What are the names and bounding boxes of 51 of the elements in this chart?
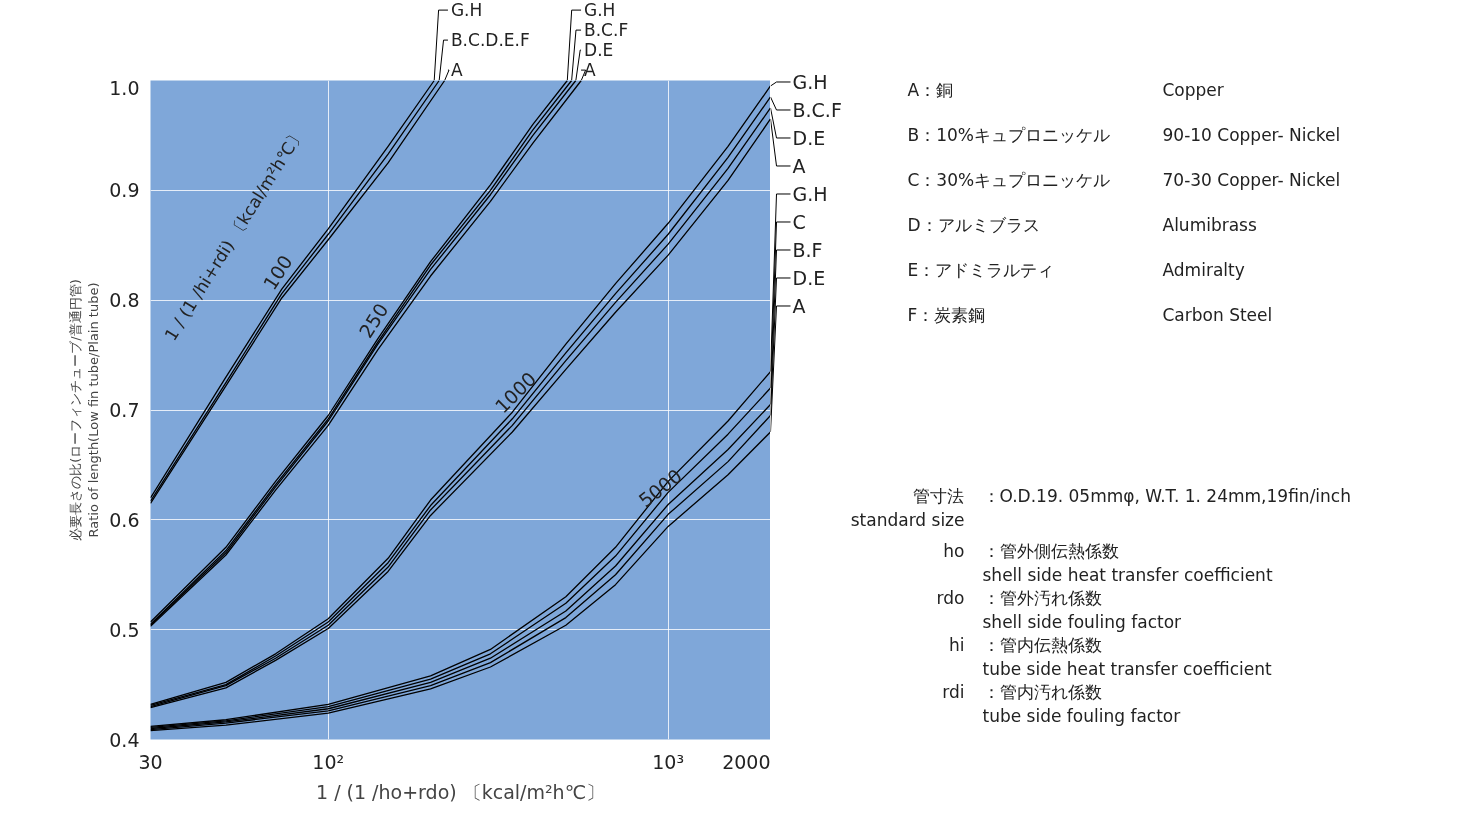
- text: rdo: [936, 587, 965, 608]
- text: E：アドミラルティ: [907, 259, 1055, 280]
- text: B.C.F: [584, 20, 629, 41]
- text: 管寸法 standard size: [850, 485, 965, 530]
- text: C：30%キュプロニッケル: [907, 169, 1111, 190]
- text: B：10%キュプロニッケル: [907, 124, 1110, 145]
- text: hi: [949, 634, 965, 655]
- y-tick-label: 0.9: [109, 179, 140, 202]
- text: ：管外側伝熱係数 shell side heat transfer coefficient: [982, 540, 1273, 585]
- text: ：管外汚れ係数 shell side fouling factor: [982, 587, 1182, 632]
- y-tick-label: 0.5: [109, 618, 140, 641]
- y-tick-label: 0.8: [109, 289, 140, 312]
- text: Copper: [1162, 79, 1224, 100]
- y-tick-label: 0.6: [109, 508, 140, 531]
- text: ho: [943, 540, 965, 561]
- text: ：管内伝熱係数 tube side heat transfer coefficient: [982, 634, 1273, 679]
- x-tick-label: 2000: [722, 750, 771, 773]
- text: D：アルミブラス: [907, 214, 1040, 235]
- text: rdi: [942, 681, 965, 702]
- y-tick-label: 0.4: [109, 728, 140, 751]
- text: G.H: [450, 0, 483, 21]
- text: Alumibrass: [1162, 214, 1257, 235]
- legend-label: A: [450, 60, 463, 81]
- text: A: [792, 154, 806, 177]
- text: C: [792, 210, 806, 233]
- text: F：炭素鋼: [907, 304, 986, 325]
- text: ：管内汚れ係数 tube side fouling factor: [982, 681, 1181, 726]
- y-tick-label: 0.7: [109, 399, 140, 421]
- text: B.F: [792, 238, 823, 261]
- text: G.H: [584, 0, 616, 21]
- text: ：O.D.19. 05mmφ, W.T. 1. 24mm,19fin/inch: [982, 485, 1351, 506]
- text: A：銅: [907, 79, 954, 100]
- x-tick-label: 10²: [312, 750, 345, 773]
- series-label: D.E: [584, 40, 614, 61]
- series-label: D.E: [792, 126, 826, 149]
- legend-label: B.C.F: [792, 98, 842, 121]
- y-axis-title: 必要長さの比(ローフィンチューブ/普通円管) Ratio of length(Low fin tube/Plain tube): [68, 279, 102, 541]
- text: Carbon Steel: [1162, 304, 1273, 325]
- text: D.E: [792, 266, 826, 289]
- x-tick-label: 30: [138, 750, 163, 773]
- x-axis-title: 1 / (1 /ho+rdo) 〔kcal/m²h℃〕: [316, 780, 606, 803]
- series-label: B.C.D.E.F: [450, 30, 530, 51]
- text: 70-30 Copper- Nickel: [1162, 169, 1341, 190]
- x-tick-label: 10³: [652, 750, 685, 773]
- text: A: [792, 294, 806, 317]
- text: 90-10 Copper- Nickel: [1162, 124, 1341, 145]
- legend-label: A: [584, 60, 597, 81]
- y-tick-label: 1.0: [109, 76, 140, 99]
- text: Admiralty: [1162, 259, 1245, 280]
- legend-label: G.H: [792, 70, 828, 93]
- text: G.H: [792, 182, 828, 205]
